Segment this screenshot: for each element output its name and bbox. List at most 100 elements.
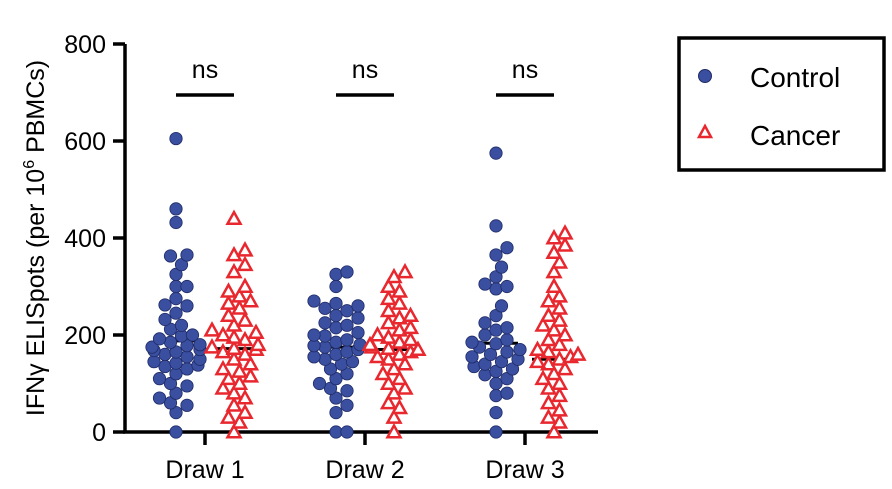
data-point-cancer: [225, 245, 243, 262]
data-point-cancer: [379, 301, 398, 318]
data-point-cancer: [550, 374, 569, 390]
data-point-control: [169, 131, 183, 146]
data-point-cancer: [241, 291, 260, 308]
data-point-control: [351, 299, 365, 313]
data-point-control: [180, 379, 194, 393]
legend-marker-cancer: [696, 123, 714, 139]
data-point-cancer: [225, 328, 243, 344]
data-point-cancer: [241, 367, 260, 383]
data-point-cancer: [545, 277, 563, 293]
data-point-cancer: [539, 291, 558, 308]
data-point-cancer: [390, 321, 409, 337]
data-point-cancer: [379, 313, 398, 330]
data-point-cancer: [203, 321, 221, 337]
data-point-control: [329, 425, 343, 439]
data-point-cancer: [409, 340, 427, 356]
data-point-cancer: [550, 253, 569, 269]
data-point-control: [478, 316, 492, 330]
data-point-control: [340, 304, 354, 318]
data-point-control: [489, 337, 503, 351]
data-point-cancer: [539, 379, 558, 395]
data-point-control: [494, 260, 509, 274]
data-point-cancer: [219, 369, 238, 386]
data-point-control: [158, 298, 172, 312]
data-point-cancer: [401, 330, 420, 347]
data-point-cancer: [550, 413, 569, 429]
data-point-control: [152, 372, 167, 386]
y-tick-label: 200: [64, 322, 106, 350]
data-point-cancer: [225, 316, 243, 332]
data-point-cancer: [374, 364, 392, 381]
significance-label: ns: [192, 56, 218, 84]
data-point-cancer: [539, 306, 558, 323]
data-point-cancer: [379, 277, 398, 293]
data-point-control: [351, 311, 365, 325]
data-point-cancer: [539, 408, 558, 424]
x-category-label: Draw 1: [165, 456, 244, 484]
data-point-cancer: [528, 340, 547, 356]
data-point-control: [158, 347, 172, 361]
data-point-control: [465, 350, 479, 364]
data-point-cancer: [401, 306, 420, 323]
data-point-control: [318, 301, 332, 315]
data-point-control: [180, 299, 194, 313]
data-point-cancer: [390, 308, 409, 325]
data-point-control: [489, 219, 503, 233]
data-point-cancer: [545, 364, 563, 381]
data-point-control: [329, 296, 343, 311]
data-point-cancer: [219, 282, 238, 298]
data-point-control: [494, 299, 509, 313]
data-point-cancer: [236, 241, 254, 257]
data-point-cancer: [539, 393, 558, 410]
data-point-control: [174, 318, 189, 332]
data-point-cancer: [385, 422, 403, 439]
data-point-cancer: [225, 422, 243, 439]
data-point-control: [152, 332, 167, 346]
data-point-control: [329, 347, 343, 361]
data-point-control: [500, 321, 514, 335]
data-point-cancer: [396, 379, 414, 395]
data-point-cancer: [249, 335, 267, 352]
data-point-control: [307, 294, 321, 308]
y-tick-label: 400: [64, 225, 106, 253]
data-point-cancer: [550, 311, 569, 327]
data-point-cancer: [236, 311, 254, 327]
data-point-cancer: [236, 255, 254, 272]
data-point-control: [340, 398, 354, 412]
data-point-cancer: [236, 388, 254, 405]
data-point-cancer: [539, 342, 558, 359]
data-point-cancer: [230, 374, 249, 390]
data-point-cancer: [230, 362, 249, 378]
x-category-label: Draw 2: [325, 456, 404, 484]
y-tick-label: 0: [92, 419, 106, 447]
data-points: [145, 131, 587, 439]
data-point-cancer: [225, 396, 243, 412]
data-point-cancer: [390, 294, 409, 310]
data-point-control: [158, 312, 172, 327]
data-point-cancer: [390, 282, 409, 298]
data-point-control: [489, 405, 503, 420]
data-point-cancer: [569, 345, 587, 361]
data-point-cancer: [385, 359, 403, 376]
legend-label-control: Control: [750, 62, 840, 93]
data-point-cancer: [236, 277, 254, 293]
data-point-cancer: [219, 408, 238, 424]
data-point-control: [169, 425, 183, 439]
significance-annotations: ns ns ns: [176, 56, 554, 97]
data-point-control: [318, 352, 332, 366]
data-point-cancer: [214, 379, 232, 395]
data-point-control: [340, 265, 354, 279]
x-category-label: Draw 3: [485, 456, 564, 484]
data-point-control: [163, 335, 178, 349]
data-point-cancer: [545, 422, 563, 439]
data-point-cancer: [390, 369, 409, 386]
data-point-control: [478, 277, 492, 291]
data-point-cancer: [236, 330, 254, 347]
data-point-control: [340, 318, 354, 332]
data-point-control: [500, 279, 514, 294]
significance-label: ns: [512, 56, 538, 84]
data-point-cancer: [550, 335, 569, 352]
data-point-cancer: [225, 350, 243, 366]
data-point-cancer: [385, 408, 403, 424]
